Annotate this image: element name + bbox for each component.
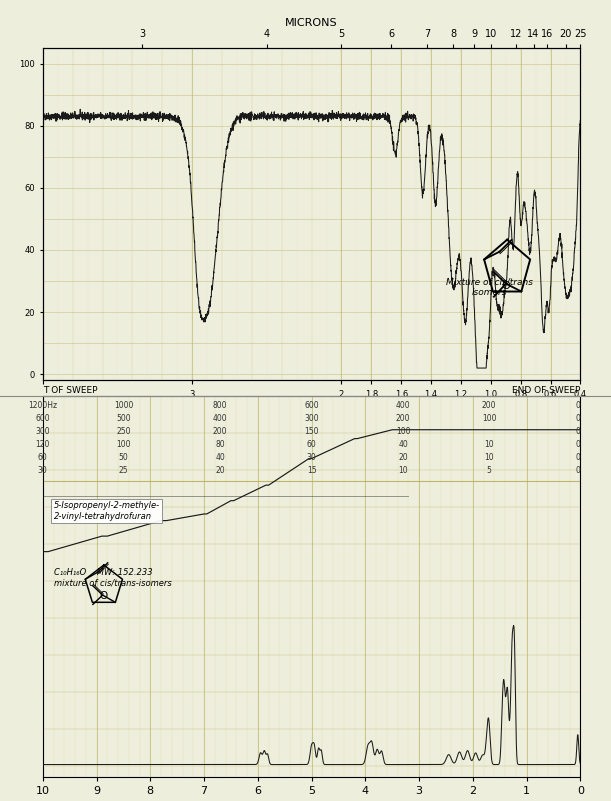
Text: 0: 0: [576, 440, 580, 449]
Text: WAVENUMBER IN 1000CM⁻¹: WAVENUMBER IN 1000CM⁻¹: [98, 396, 224, 406]
Text: 40: 40: [215, 453, 225, 462]
Text: 600: 600: [35, 414, 50, 423]
Text: 200: 200: [213, 427, 227, 436]
Text: 1000: 1000: [114, 401, 133, 410]
Text: 100: 100: [482, 414, 496, 423]
Text: 100: 100: [396, 427, 410, 436]
Text: 30: 30: [307, 453, 316, 462]
Text: 60: 60: [307, 440, 316, 449]
Text: 30: 30: [38, 466, 48, 475]
Text: C₁₀H₁₆O    MW: 152.233
mixture of cis/trans-isomers: C₁₀H₁₆O MW: 152.233 mixture of cis/trans…: [54, 568, 171, 587]
Text: Mixture of cis/trans
isomers: Mixture of cis/trans isomers: [445, 278, 533, 297]
Text: 10: 10: [485, 453, 494, 462]
Text: 800: 800: [213, 401, 227, 410]
Text: 25: 25: [119, 466, 128, 475]
Text: T OF SWEEP: T OF SWEEP: [43, 385, 97, 395]
Text: END OF SWEEP: END OF SWEEP: [512, 385, 580, 395]
Text: 5: 5: [486, 466, 491, 475]
Text: 200: 200: [396, 414, 410, 423]
Text: 0: 0: [576, 427, 580, 436]
Text: 80: 80: [216, 440, 225, 449]
Text: 10: 10: [485, 440, 494, 449]
Text: 20: 20: [216, 466, 225, 475]
Text: 250: 250: [116, 427, 131, 436]
Text: 100: 100: [116, 440, 131, 449]
Text: 1200Hz: 1200Hz: [28, 401, 57, 410]
Text: 300: 300: [304, 414, 319, 423]
Text: 0: 0: [576, 453, 580, 462]
X-axis label: MICRONS: MICRONS: [285, 18, 338, 28]
Text: 400: 400: [213, 414, 227, 423]
Text: 200: 200: [482, 401, 496, 410]
Text: 60: 60: [38, 453, 48, 462]
Text: O: O: [502, 280, 510, 291]
Text: WAVENUMBER IN 100CM⁻¹: WAVENUMBER IN 100CM⁻¹: [370, 396, 489, 406]
Text: 15: 15: [307, 466, 316, 475]
Text: 120: 120: [35, 440, 50, 449]
Text: 40: 40: [398, 440, 408, 449]
Text: 0: 0: [576, 401, 580, 410]
Text: 500: 500: [116, 414, 131, 423]
Text: O: O: [100, 591, 108, 601]
Text: 600: 600: [304, 401, 319, 410]
Text: 150: 150: [304, 427, 319, 436]
Text: 300: 300: [35, 427, 50, 436]
Text: 10: 10: [398, 466, 408, 475]
Text: 0: 0: [576, 466, 580, 475]
Text: 50: 50: [119, 453, 128, 462]
Text: 400: 400: [396, 401, 411, 410]
Text: 0: 0: [576, 414, 580, 423]
Text: 5-Isopropenyl-2-methyle-
2-vinyl-tetrahydrofuran: 5-Isopropenyl-2-methyle- 2-vinyl-tetrahy…: [54, 501, 159, 521]
Text: 20: 20: [398, 453, 408, 462]
